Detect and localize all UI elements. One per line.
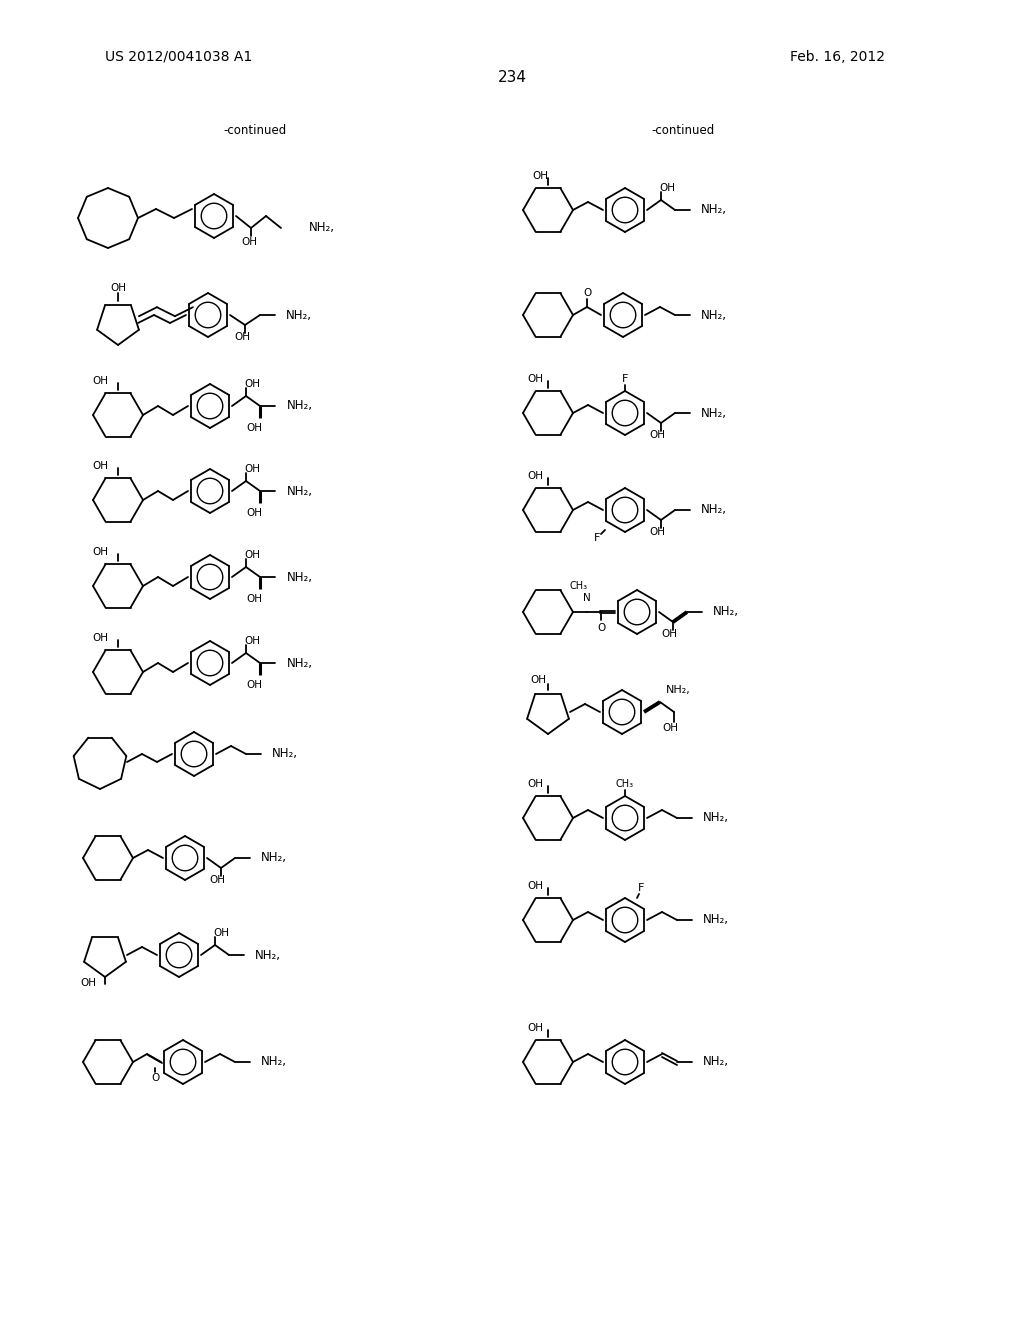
Text: NH₂,: NH₂, bbox=[701, 203, 727, 216]
Text: OH: OH bbox=[527, 880, 543, 891]
Text: OH: OH bbox=[246, 508, 262, 517]
Text: OH: OH bbox=[530, 675, 546, 685]
Text: OH: OH bbox=[234, 333, 250, 342]
Text: F: F bbox=[638, 883, 644, 894]
Text: OH: OH bbox=[246, 680, 262, 690]
Text: -continued: -continued bbox=[223, 124, 287, 136]
Text: OH: OH bbox=[662, 630, 677, 639]
Text: NH₂,: NH₂, bbox=[287, 400, 313, 412]
Text: OH: OH bbox=[527, 779, 543, 789]
Text: O: O bbox=[597, 623, 605, 634]
Text: O: O bbox=[583, 288, 591, 298]
Text: OH: OH bbox=[649, 527, 665, 537]
Text: OH: OH bbox=[246, 594, 262, 605]
Text: CH₃: CH₃ bbox=[616, 779, 634, 789]
Text: OH: OH bbox=[244, 379, 260, 389]
Text: OH: OH bbox=[110, 282, 126, 293]
Text: OH: OH bbox=[527, 1023, 543, 1034]
Text: NH₂,: NH₂, bbox=[309, 222, 335, 235]
Text: OH: OH bbox=[92, 546, 108, 557]
Text: NH₂,: NH₂, bbox=[703, 812, 729, 825]
Text: 234: 234 bbox=[498, 70, 526, 86]
Text: OH: OH bbox=[246, 422, 262, 433]
Text: OH: OH bbox=[532, 172, 548, 181]
Text: OH: OH bbox=[241, 238, 257, 247]
Text: OH: OH bbox=[209, 875, 225, 884]
Text: OH: OH bbox=[527, 374, 543, 384]
Text: NH₂,: NH₂, bbox=[701, 407, 727, 420]
Text: OH: OH bbox=[213, 928, 229, 939]
Text: O: O bbox=[151, 1073, 159, 1082]
Text: OH: OH bbox=[244, 465, 260, 474]
Text: NH₂,: NH₂, bbox=[703, 913, 729, 927]
Text: F: F bbox=[622, 374, 628, 384]
Text: NH₂,: NH₂, bbox=[287, 570, 313, 583]
Text: US 2012/0041038 A1: US 2012/0041038 A1 bbox=[105, 50, 252, 63]
Text: OH: OH bbox=[244, 550, 260, 560]
Text: CH₃: CH₃ bbox=[570, 581, 588, 591]
Text: OH: OH bbox=[649, 430, 665, 440]
Text: OH: OH bbox=[92, 461, 108, 471]
Text: Feb. 16, 2012: Feb. 16, 2012 bbox=[790, 50, 885, 63]
Text: NH₂,: NH₂, bbox=[287, 656, 313, 669]
Text: NH₂,: NH₂, bbox=[255, 949, 281, 961]
Text: OH: OH bbox=[244, 636, 260, 645]
Text: OH: OH bbox=[92, 634, 108, 643]
Text: OH: OH bbox=[80, 978, 96, 987]
Text: NH₂,: NH₂, bbox=[272, 747, 298, 760]
Text: NH₂,: NH₂, bbox=[287, 484, 313, 498]
Text: NH₂,: NH₂, bbox=[703, 1056, 729, 1068]
Text: NH₂,: NH₂, bbox=[701, 309, 727, 322]
Text: OH: OH bbox=[527, 471, 543, 480]
Text: NH₂,: NH₂, bbox=[286, 309, 312, 322]
Text: NH₂,: NH₂, bbox=[713, 606, 739, 619]
Text: OH: OH bbox=[659, 183, 675, 193]
Text: -continued: -continued bbox=[651, 124, 715, 136]
Text: N: N bbox=[583, 593, 591, 603]
Text: OH: OH bbox=[92, 376, 108, 385]
Text: F: F bbox=[594, 533, 600, 543]
Text: NH₂,: NH₂, bbox=[666, 685, 691, 696]
Text: NH₂,: NH₂, bbox=[261, 851, 287, 865]
Text: NH₂,: NH₂, bbox=[701, 503, 727, 516]
Text: OH: OH bbox=[662, 723, 678, 733]
Text: NH₂,: NH₂, bbox=[261, 1056, 287, 1068]
